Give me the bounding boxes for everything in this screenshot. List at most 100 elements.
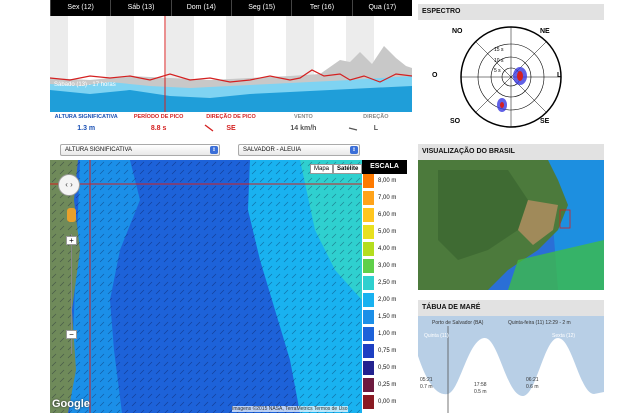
dir-label: O bbox=[432, 72, 438, 79]
legend-item: 0,25 m bbox=[362, 378, 407, 392]
metric-label: ALTURA SIGNIFICATIVA bbox=[54, 114, 118, 120]
metric-peak-direction: DIREÇÃO DE PICO SE bbox=[195, 112, 267, 138]
legend-label: 2,00 m bbox=[378, 297, 397, 303]
tide-day-right: Sexta (12) bbox=[552, 333, 576, 339]
graph-time-caption: Sábado (13) - 17 horas bbox=[54, 82, 116, 88]
chevron-down-icon: ⇕ bbox=[210, 146, 218, 154]
dir-label: SE bbox=[540, 118, 550, 125]
metric-value: SE bbox=[226, 125, 236, 132]
variable-select-value: ALTURA SIGNIFICATIVA bbox=[65, 147, 133, 153]
zoom-in-button[interactable]: + bbox=[66, 236, 77, 245]
tide-low-time: 05:21 bbox=[420, 377, 433, 383]
legend-swatch bbox=[363, 361, 374, 375]
day-tab[interactable]: Dom (14) bbox=[170, 0, 231, 16]
tide-day-left: Quinta (11) bbox=[424, 333, 449, 339]
location-select-value: SALVADOR - ALEUIA bbox=[243, 147, 302, 153]
metric-wave-height: ALTURA SIGNIFICATIVA 1.3 m bbox=[50, 112, 122, 138]
legend-item: 7,00 m bbox=[362, 191, 407, 205]
legend-swatch bbox=[363, 395, 374, 409]
legend-swatch bbox=[363, 225, 374, 239]
tide-port: Porto de Salvador (BA) bbox=[432, 320, 484, 326]
legend-swatch bbox=[363, 344, 374, 358]
day-tab[interactable]: Seg (15) bbox=[230, 0, 291, 16]
metric-wind-direction: DIREÇÃO L bbox=[340, 112, 412, 138]
location-select[interactable]: SALVADOR - ALEUIA ⇕ bbox=[238, 144, 360, 156]
legend-item: 4,00 m bbox=[362, 242, 407, 256]
day-tab[interactable]: Qua (17) bbox=[351, 0, 412, 16]
chevron-down-icon: ⇕ bbox=[350, 146, 358, 154]
variable-select[interactable]: ALTURA SIGNIFICATIVA ⇕ bbox=[60, 144, 220, 156]
map-type-satellite[interactable]: Satélite bbox=[333, 164, 363, 174]
forecast-day-bar: Sex (12) Sáb (13) Dom (14) Seg (15) Ter … bbox=[50, 0, 412, 16]
tide-low-time: 06:21 bbox=[526, 377, 539, 383]
tide-low-height: 0.7 m bbox=[420, 384, 433, 390]
metric-label: DIREÇÃO bbox=[363, 114, 389, 120]
metric-value: 1.3 m bbox=[77, 125, 96, 132]
day-tab[interactable]: Sáb (13) bbox=[110, 0, 170, 16]
legend-swatch bbox=[363, 174, 374, 188]
tide-chart[interactable] bbox=[418, 316, 604, 413]
legend-item: 0,75 m bbox=[362, 344, 407, 358]
legend-label: 2,50 m bbox=[378, 280, 397, 286]
brasil-map[interactable] bbox=[418, 160, 604, 290]
spectrum-polar-plot bbox=[418, 20, 604, 132]
legend-item: 0,00 m bbox=[362, 395, 407, 409]
legend-label: 1,00 m bbox=[378, 331, 397, 337]
legend-swatch bbox=[363, 293, 374, 307]
map-type-toggle: Mapa Satélite bbox=[310, 164, 363, 174]
tide-date: Quinta-feira (11) 12:29 - 2 m bbox=[508, 320, 571, 326]
arrow-icon bbox=[204, 124, 214, 132]
legend-label: 8,00 m bbox=[378, 178, 397, 184]
day-tab[interactable]: Sex (12) bbox=[50, 0, 110, 16]
legend-label: 1,50 m bbox=[378, 314, 397, 320]
legend-swatch bbox=[363, 310, 374, 324]
legend-label: 6,00 m bbox=[378, 212, 397, 218]
legend-item: 3,00 m bbox=[362, 259, 407, 273]
legend-swatch bbox=[363, 242, 374, 256]
tide-table-title: TÁBUA DE MARÉ bbox=[418, 300, 604, 316]
legend-item: 1,50 m bbox=[362, 310, 407, 324]
street-view-pegman-icon[interactable] bbox=[67, 208, 76, 222]
legend-swatch bbox=[363, 208, 374, 222]
wave-map[interactable] bbox=[50, 160, 362, 413]
spectrum-title: ESPECTRO bbox=[418, 4, 604, 20]
legend-title: ESCALA bbox=[362, 160, 407, 174]
metric-value: 14 km/h bbox=[290, 125, 317, 132]
ring-label: 15 s bbox=[494, 47, 504, 53]
dir-label: NE bbox=[540, 28, 550, 35]
metric-label: DIREÇÃO DE PICO bbox=[206, 114, 256, 120]
google-logo: Google bbox=[52, 398, 90, 410]
legend-label: 7,00 m bbox=[378, 195, 397, 201]
legend-scale: 8,00 m 7,00 m 6,00 m 5,00 m 4,00 m 3,00 m 2,50… bbox=[362, 174, 407, 413]
legend-item: 2,00 m bbox=[362, 293, 407, 307]
zoom-out-button[interactable]: − bbox=[66, 330, 77, 339]
metric-label: PERÍODO DE PICO bbox=[133, 114, 184, 120]
pan-control[interactable]: ‹ › bbox=[58, 174, 80, 196]
legend-label: 3,00 m bbox=[378, 263, 397, 269]
metric-value: 8.8 s bbox=[150, 125, 167, 132]
peak-period-line bbox=[50, 69, 412, 83]
ring-label: 5 s bbox=[494, 68, 501, 74]
zoom-slider[interactable] bbox=[71, 234, 72, 354]
legend-label: 0,75 m bbox=[378, 348, 397, 354]
legend-item: 8,00 m bbox=[362, 174, 407, 188]
dir-label: L bbox=[557, 72, 562, 79]
forecast-graph[interactable] bbox=[50, 16, 412, 112]
legend-swatch bbox=[363, 327, 374, 341]
pan-arrows-icon: ‹ › bbox=[65, 180, 73, 189]
legend-swatch bbox=[363, 378, 374, 392]
tide-low-height: 0.6 m bbox=[526, 384, 539, 390]
legend-label: 4,00 m bbox=[378, 246, 397, 252]
legend-item: 0,50 m bbox=[362, 361, 407, 375]
dir-label: SO bbox=[450, 118, 461, 125]
map-type-map[interactable]: Mapa bbox=[310, 164, 334, 174]
arrow-icon bbox=[348, 127, 358, 131]
legend-item: 6,00 m bbox=[362, 208, 407, 222]
day-tab[interactable]: Ter (16) bbox=[291, 0, 351, 16]
legend-swatch bbox=[363, 259, 374, 273]
map-attribution[interactable]: Imagens ©2015 NASA, TerraMetrics Termos … bbox=[232, 406, 348, 412]
ring-label: 10 s bbox=[494, 58, 504, 64]
tide-low-time: 17:58 bbox=[474, 382, 487, 388]
tide-low-height: 0.5 m bbox=[474, 389, 487, 395]
legend-label: 5,00 m bbox=[378, 229, 397, 235]
